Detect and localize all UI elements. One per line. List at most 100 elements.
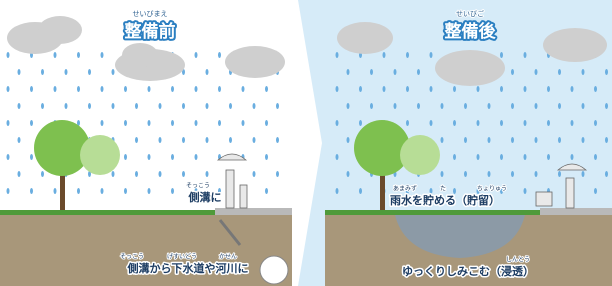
raindrop [336,86,339,92]
raindrop [148,86,151,92]
raindrop [54,52,57,58]
raindrop [18,137,21,143]
raindrop [135,171,138,177]
raindrop [500,86,503,92]
cloud [225,46,285,78]
raindrop [477,154,480,160]
raindrop [77,52,80,58]
raindrop [605,171,608,177]
raindrop [524,120,527,126]
raindrop [370,103,373,109]
raindrop [159,103,162,109]
pipe-inset [260,256,288,284]
raindrop [547,120,550,126]
raindrop [30,154,33,160]
raindrop [101,86,104,92]
raindrop [30,86,33,92]
raindrop [182,137,185,143]
raindrop [159,137,162,143]
raindrop [500,120,503,126]
raindrop [265,188,268,194]
raindrop [535,69,538,75]
raindrop [582,69,585,75]
raindrop [383,86,386,92]
raindrop [206,137,209,143]
ground [0,215,292,286]
raindrop [347,103,350,109]
raindrop [464,103,467,109]
raindrop [582,103,585,109]
raindrop [265,120,268,126]
raindrop [453,120,456,126]
raindrop [195,86,198,92]
raindrop [594,154,597,160]
raindrop [547,154,550,160]
raindrop [524,188,527,194]
ruby: ちょりゅう [477,186,507,193]
raindrop [276,103,279,109]
raindrop [511,103,514,109]
raindrop [206,69,209,75]
ruby: しんとう [506,257,530,264]
raindrop [359,120,362,126]
cloud [543,28,607,62]
raindrop [347,69,350,75]
raindrop [276,137,279,143]
raindrop [7,188,10,194]
raindrop [417,103,420,109]
title-ruby: せいびまえ [133,10,168,18]
raindrop [336,120,339,126]
raindrop [7,154,10,160]
title-ruby: せいびご [456,9,484,18]
raindrop [242,86,245,92]
raindrop [464,171,467,177]
raindrop [18,103,21,109]
ruby: そっこう [186,183,210,190]
road [540,208,612,215]
raindrop [171,154,174,160]
raindrop [171,188,174,194]
raindrop [101,120,104,126]
raindrop [148,154,151,160]
raindrop [124,188,127,194]
raindrop [206,103,209,109]
raindrop [265,154,268,160]
raindrop [453,154,456,160]
raindrop [383,52,386,58]
road [215,208,292,215]
raindrop [253,103,256,109]
raindrop [41,69,44,75]
raindrop [182,103,185,109]
raindrop [582,171,585,177]
raindrop [359,86,362,92]
ruby: げすいどう [167,253,197,261]
raindrop [394,103,397,109]
raindrop [182,171,185,177]
raindrop [276,171,279,177]
raindrop [171,86,174,92]
raindrop [488,171,491,177]
raindrop [7,86,10,92]
person [226,170,234,208]
raindrop [135,137,138,143]
cloud [38,16,82,44]
person [566,178,574,208]
raindrop [359,188,362,194]
raindrop [605,69,608,75]
raindrop [417,69,420,75]
raindrop [406,86,409,92]
raindrop [206,171,209,177]
raindrop [430,52,433,58]
raindrop [195,120,198,126]
raindrop [558,171,561,177]
ruby: そっこう [120,254,144,261]
raindrop [511,137,514,143]
raindrop [124,154,127,160]
stroller [536,192,552,206]
raindrop [511,69,514,75]
raindrop [394,69,397,75]
raindrop [41,171,44,177]
raindrop [253,137,256,143]
raindrop [558,103,561,109]
title: 整備後 [445,21,497,42]
